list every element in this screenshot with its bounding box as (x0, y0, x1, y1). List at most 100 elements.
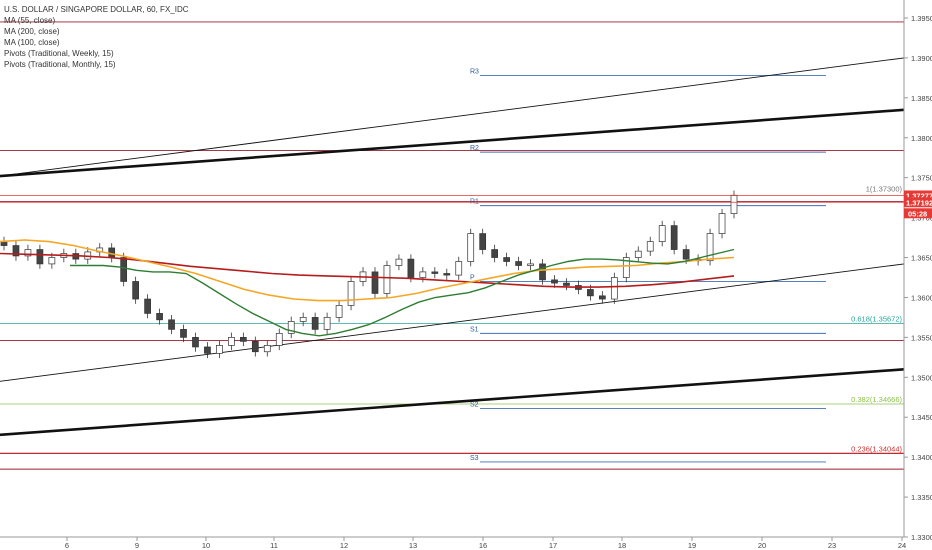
ma55-line (70, 248, 735, 337)
candle-body (263, 345, 271, 353)
candle-body (682, 249, 690, 260)
ma100-line (0, 239, 735, 302)
y-tick-label: 1.39500 (911, 14, 932, 23)
candle-body (670, 225, 678, 250)
x-tick-label: 18 (618, 541, 626, 550)
x-tick-label: 9 (135, 541, 139, 550)
y-tick-label: 1.34000 (911, 453, 932, 462)
weekly-pivot-label: R3 (470, 68, 479, 75)
y-tick-label: 1.35000 (911, 373, 932, 382)
candle-body (347, 281, 355, 306)
candle-body (335, 305, 343, 318)
candle-body (646, 241, 654, 252)
candle-body (587, 289, 594, 297)
candle-body (407, 258, 415, 278)
candle-body (467, 233, 475, 262)
weekly-pivot-label: P (470, 274, 475, 281)
candle-body (287, 321, 295, 334)
fib-label: 1(1.37300) (866, 185, 903, 194)
candle-body (706, 233, 714, 262)
candle-body (168, 319, 175, 330)
candle-body (730, 194, 738, 214)
candle-body (599, 295, 606, 300)
candle-body (419, 271, 427, 278)
trendline (0, 57, 905, 177)
candle-body (503, 257, 510, 262)
y-tick-label: 1.36000 (911, 293, 932, 302)
candle-body (443, 273, 451, 276)
legend: U.S. DOLLAR / SINGAPORE DOLLAR, 60, FX_I… (4, 4, 189, 70)
candle-body (371, 271, 379, 294)
candle-body (431, 271, 439, 274)
candle-body (634, 250, 642, 258)
last-price-tag-label: 1.37277 (906, 191, 932, 200)
candle-body (216, 345, 223, 354)
last-price-tag-box (904, 190, 932, 201)
candle-body (527, 263, 534, 266)
candle-body (383, 265, 391, 294)
x-tick-label: 10 (202, 541, 210, 550)
x-tick-label: 6 (65, 541, 69, 550)
y-tick-label: 1.38000 (911, 134, 932, 143)
candle-body (239, 337, 247, 342)
legend-ma100[interactable]: MA (100, close) (4, 38, 60, 47)
trendline (0, 368, 905, 437)
y-tick-label: 1.35500 (911, 333, 932, 342)
candle-body (228, 337, 235, 346)
y-tick-label: 1.34500 (911, 413, 932, 422)
weekly-pivot-label: R2 (470, 145, 479, 152)
legend-pivots-weekly[interactable]: Pivots (Traditional, Weekly, 15) (4, 49, 114, 58)
candle-body (455, 261, 463, 276)
y-tick-label: 1.37500 (911, 174, 932, 183)
x-tick-label: 13 (409, 541, 417, 550)
x-tick-label: 16 (479, 541, 487, 550)
candle-body (132, 281, 139, 300)
candle-body (275, 333, 283, 346)
legend-title: U.S. DOLLAR / SINGAPORE DOLLAR, 60, FX_I… (4, 5, 189, 14)
candle-body (299, 317, 307, 322)
trendline (0, 263, 905, 382)
y-tick-label: 1.33500 (911, 493, 932, 502)
legend-ma200[interactable]: MA (200, close) (4, 27, 60, 36)
candle-body (515, 261, 522, 266)
legend-pivots-monthly[interactable]: Pivots (Traditional, Monthly, 15) (4, 60, 116, 69)
candle-body (48, 257, 56, 265)
candle-body (563, 282, 570, 286)
candle-body (120, 257, 128, 282)
ma200-line (0, 252, 735, 288)
candle-body (36, 249, 44, 265)
fib-label: 0.236(1.34044) (851, 445, 902, 454)
x-tick-label: 17 (549, 541, 557, 550)
candle-body (12, 245, 20, 257)
candle-body (539, 263, 546, 281)
y-tick-label: 1.39000 (911, 54, 932, 63)
moving-averages (0, 239, 735, 337)
countdown-box (904, 208, 932, 219)
candle-body (551, 279, 558, 284)
candle-body (156, 313, 163, 321)
candle-body (491, 249, 499, 258)
x-tick-label: 12 (340, 541, 348, 550)
fib-label: 0.382(1.34666) (851, 395, 902, 404)
candle-body (479, 233, 487, 250)
second-price-tag-label: 1.37192 (906, 198, 932, 207)
y-tick-label: 1.36500 (911, 254, 932, 263)
candle-body (204, 346, 211, 354)
weekly-pivot-label: S1 (470, 326, 479, 333)
candle-body (323, 317, 331, 330)
weekly-pivot-label: S3 (470, 455, 479, 462)
second-price-tag-box (904, 197, 932, 208)
trendlines (0, 57, 905, 437)
candle-body (251, 341, 259, 353)
candle-body (622, 257, 630, 278)
y-tick-label: 1.33000 (911, 533, 932, 542)
legend-ma55[interactable]: MA (55, close) (4, 16, 56, 25)
candle-body (144, 298, 151, 314)
candle-body (192, 337, 199, 348)
candle-body (180, 329, 187, 338)
y-tick-label: 1.38500 (911, 94, 932, 103)
fib-label: 0.618(1.35672) (851, 315, 902, 324)
